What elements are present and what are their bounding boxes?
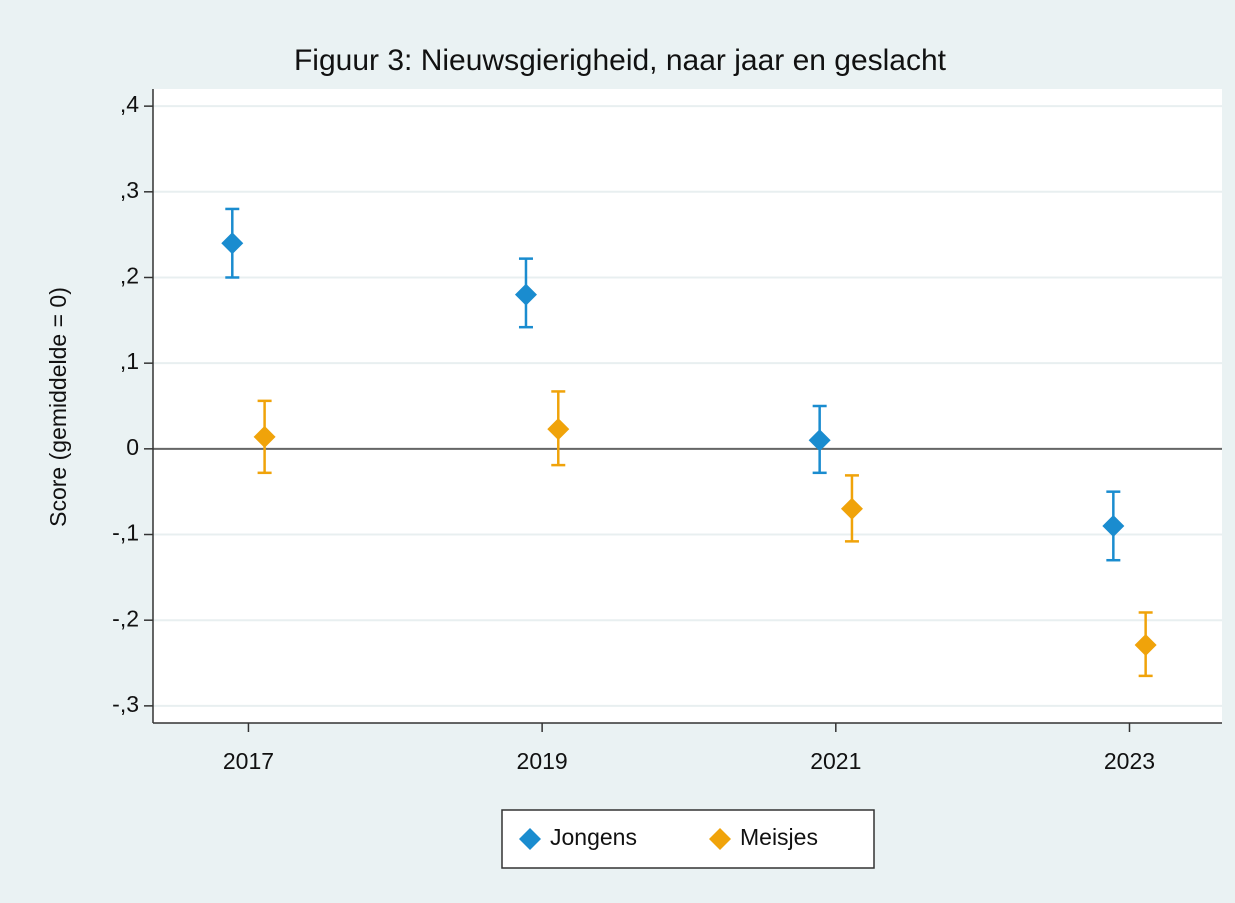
plot-area	[153, 89, 1222, 723]
legend-marker	[709, 828, 731, 850]
y-axis-label: Score (gemiddelde = 0)	[45, 287, 71, 527]
x-tick-label: 2023	[1104, 748, 1155, 774]
point	[840, 497, 863, 520]
y-tick-label: ,1	[120, 348, 139, 374]
x-tick-label: 2017	[223, 748, 274, 774]
y-tick-label: ,4	[120, 91, 139, 117]
legend-label: Meisjes	[740, 824, 818, 850]
y-tick-label: 0	[126, 434, 139, 460]
x-tick-label: 2019	[517, 748, 568, 774]
point	[221, 232, 244, 255]
y-tick-label: -,1	[112, 520, 139, 546]
point	[1134, 634, 1157, 657]
point	[808, 429, 831, 452]
y-tick-label: ,3	[120, 177, 139, 203]
point	[253, 425, 276, 448]
x-tick-label: 2021	[810, 748, 861, 774]
legend-marker	[519, 828, 541, 850]
legend-box	[501, 809, 875, 869]
y-tick-label: -,2	[112, 605, 139, 631]
legend-label: Jongens	[550, 824, 637, 850]
y-tick-label: -,3	[112, 691, 139, 717]
point	[514, 283, 537, 306]
y-tick-label: ,2	[120, 263, 139, 289]
point	[547, 418, 570, 441]
chart-title: Figuur 3: Nieuwsgierigheid, naar jaar en…	[294, 44, 947, 77]
point	[1102, 514, 1125, 537]
